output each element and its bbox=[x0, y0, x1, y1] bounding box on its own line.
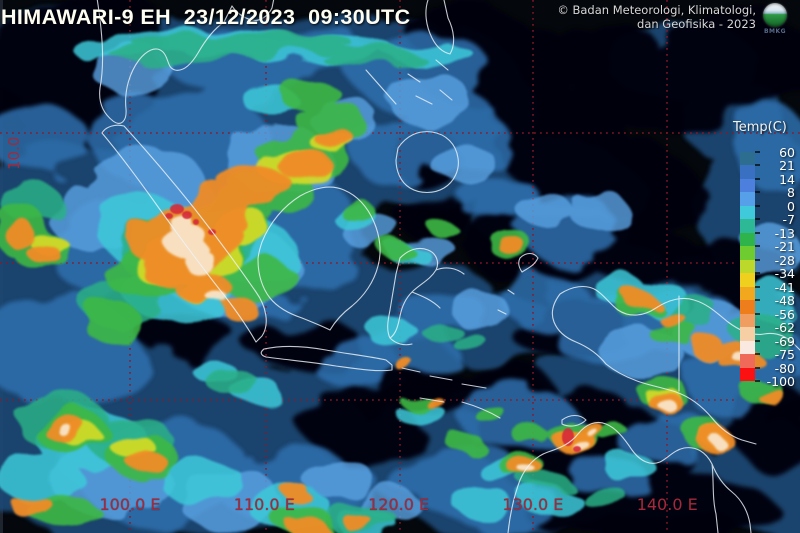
latitude-label: 10.0 bbox=[5, 136, 23, 170]
colorbar-tick-label: -100 bbox=[766, 373, 795, 389]
colorbar-tick-label: -75 bbox=[774, 347, 795, 363]
colorbar-tick-label: -13 bbox=[774, 225, 795, 241]
colorbar-segment bbox=[740, 340, 755, 355]
colorbar-tick bbox=[755, 218, 760, 221]
colorbar-tick-label: -7 bbox=[782, 212, 795, 228]
coast-sulawesi bbox=[387, 247, 465, 346]
cloud-layer-cream bbox=[59, 212, 749, 476]
colorbar-tick bbox=[755, 339, 760, 342]
coast-new-guinea bbox=[551, 285, 800, 445]
colorbar-tick bbox=[755, 245, 760, 248]
colorbar-tick bbox=[755, 204, 760, 207]
coast-borneo bbox=[257, 186, 381, 331]
credit-line2: dan Geofisika - 2023 bbox=[637, 17, 756, 32]
colorbar-tick-label: -56 bbox=[774, 306, 795, 322]
coast-maluku bbox=[497, 252, 539, 315]
colorbar-tick bbox=[755, 258, 760, 261]
colorbar-segment bbox=[740, 259, 755, 274]
bmkg-logo-icon bbox=[763, 3, 787, 27]
longitude-label: 110.0 E bbox=[233, 495, 295, 514]
colorbar-tick bbox=[755, 366, 760, 369]
coastlines bbox=[96, 0, 800, 533]
colorbar-tick bbox=[755, 312, 760, 315]
colorbar-tick-label: 8 bbox=[787, 185, 795, 201]
colorbar-tick-label: 0 bbox=[787, 198, 795, 214]
colorbar bbox=[740, 152, 755, 381]
colorbar-tick-label: -28 bbox=[774, 252, 795, 268]
colorbar-tick bbox=[755, 177, 760, 180]
bmkg-logo-label: BMKG bbox=[763, 28, 787, 35]
colorbar-tick bbox=[755, 379, 760, 382]
colorbar-tick-label: 14 bbox=[779, 171, 795, 187]
colorbar-tick bbox=[755, 231, 760, 234]
colorbar-tick bbox=[755, 326, 760, 329]
coast-sumatra bbox=[101, 124, 267, 343]
coast-australia bbox=[507, 414, 752, 533]
cloud-layer-orange bbox=[8, 126, 785, 533]
colorbar-tick bbox=[755, 191, 760, 194]
colorbar-title: Temp(C) bbox=[733, 120, 787, 135]
colorbar-tick-label: -62 bbox=[774, 320, 795, 336]
colorbar-tick bbox=[755, 285, 760, 288]
colorbar-tick-label: -21 bbox=[774, 239, 795, 255]
colorbar-segment bbox=[740, 300, 755, 314]
colorbar-tick-label: 60 bbox=[779, 145, 795, 160]
colorbar-segment bbox=[740, 178, 755, 193]
colorbar-segment bbox=[740, 165, 755, 179]
colorbar-segment bbox=[740, 205, 755, 220]
colorbar-segment bbox=[740, 219, 755, 233]
credit-line1: © Badan Meteorologi, Klimatologi, bbox=[557, 3, 756, 17]
colorbar-segment bbox=[740, 192, 755, 206]
coast-malay-peninsula bbox=[96, 0, 275, 124]
colorbar-tick-label: 21 bbox=[779, 158, 795, 174]
colorbar-tick-label: -69 bbox=[774, 333, 795, 349]
colorbar-tick bbox=[755, 272, 760, 275]
colorbar-tick bbox=[755, 299, 760, 302]
longitude-label: 120.0 E bbox=[368, 495, 430, 514]
colorbar-segment bbox=[740, 273, 755, 287]
colorbar-tick-label: -34 bbox=[774, 266, 795, 282]
colorbar-tick bbox=[755, 353, 760, 356]
colorbar-segment bbox=[740, 286, 755, 301]
coast-philippines bbox=[365, 0, 459, 194]
coast-java-lesser-sunda bbox=[260, 345, 501, 419]
longitude-label: 140.0 E bbox=[636, 495, 698, 514]
colorbar-segment bbox=[740, 327, 755, 341]
credit-block: © Badan Meteorologi, Klimatologi, dan Ge… bbox=[557, 3, 756, 32]
colorbar-tick bbox=[755, 164, 760, 167]
colorbar-segment bbox=[740, 354, 755, 368]
colorbar-segment bbox=[740, 152, 755, 166]
colorbar-tick-label: -48 bbox=[774, 293, 795, 309]
colorbar-segment bbox=[740, 246, 755, 260]
colorbar-segment bbox=[740, 313, 755, 328]
colorbar-tick-label: -41 bbox=[774, 279, 795, 295]
longitude-label: 130.0 E bbox=[502, 495, 564, 514]
colorbar-segment bbox=[740, 232, 755, 247]
image-title: HIMAWARI-9 EH 23/12/2023 09:30UTC bbox=[1, 5, 411, 29]
colorbar-tick bbox=[755, 151, 760, 153]
colorbar-tick-label: -80 bbox=[774, 360, 795, 376]
colorbar-segment bbox=[740, 367, 755, 381]
longitude-label: 100.0 E bbox=[99, 495, 161, 514]
